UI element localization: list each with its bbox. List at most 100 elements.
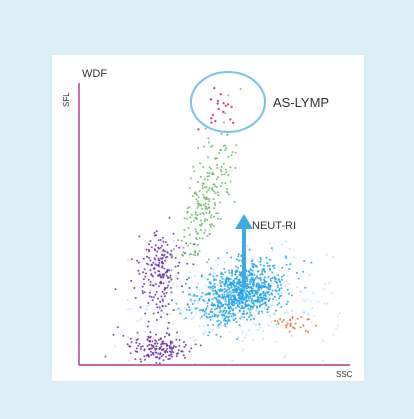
scatter-point (275, 341, 278, 344)
scatter-point (200, 219, 203, 222)
scatter-point (161, 244, 163, 247)
scatter-point (264, 302, 267, 305)
scatter-point (200, 204, 203, 207)
scatter-point (259, 296, 262, 299)
scatter-point (136, 320, 139, 323)
scatter-point (290, 294, 293, 297)
scatter-point (206, 218, 209, 221)
scatter-point (183, 345, 186, 348)
scatter-point (284, 320, 287, 323)
scatter-point (192, 165, 195, 168)
scatter-point (275, 277, 277, 280)
scatter-point (219, 148, 222, 151)
scatter-point (242, 294, 244, 297)
scatter-point (211, 171, 214, 174)
scatter-point (155, 319, 158, 321)
scatter-point (188, 350, 191, 353)
scatter-point (180, 245, 182, 248)
scatter-point (280, 287, 283, 290)
scatter-point (210, 267, 212, 270)
scatter-point (253, 294, 256, 297)
scatter-point (285, 303, 288, 306)
scatter-point (273, 267, 276, 270)
scatter-point (268, 288, 271, 291)
scatter-point (252, 321, 255, 324)
scatter-point (152, 261, 155, 264)
scatter-point (207, 334, 210, 337)
scatter-point (239, 287, 242, 290)
scatter-point (194, 254, 197, 257)
scatter-point (256, 306, 258, 309)
scatter-point (128, 359, 131, 362)
scatter-point (232, 280, 235, 283)
scatter-point (233, 200, 236, 203)
scatter-point (216, 186, 218, 188)
scatter-point (225, 315, 228, 318)
scatter-point (170, 278, 173, 281)
scatter-point (286, 288, 289, 291)
scatter-point (233, 294, 235, 297)
scatter-point (314, 324, 317, 327)
scatter-point (206, 305, 209, 308)
scatter-point (205, 312, 208, 315)
scatter-point (185, 308, 188, 311)
scatter-point (304, 286, 307, 289)
scatter-point (224, 298, 227, 301)
scatter-point (197, 181, 200, 184)
scatter-point (221, 305, 224, 308)
scatter-point (129, 337, 132, 340)
scatter-point (172, 283, 175, 286)
scatter-point (279, 283, 282, 286)
scatter-point (227, 312, 230, 315)
scatter-series-lymphocyte (114, 216, 196, 329)
scatter-point (255, 282, 258, 285)
scatter-point (169, 340, 172, 343)
scatter-point (288, 292, 291, 295)
scatter-point (141, 345, 144, 348)
scatter-point (254, 277, 257, 280)
scatter-point (188, 309, 191, 311)
scatter-point (226, 290, 229, 293)
scatter-point (153, 231, 156, 234)
scatter-point (158, 270, 161, 273)
scatter-point (195, 338, 198, 341)
scatter-point (152, 312, 155, 315)
scatter-point (338, 312, 341, 315)
scatter-point (215, 292, 218, 295)
scatter-point (163, 250, 166, 253)
scatter-point (183, 235, 186, 238)
scatter-point (168, 269, 171, 272)
scatter-point (269, 315, 272, 318)
scatter-point (267, 306, 270, 309)
scatter-point (157, 257, 160, 260)
scatter-point (238, 259, 240, 262)
scatter-point (220, 285, 223, 288)
scatter-point (323, 302, 326, 305)
scatter-point (217, 293, 220, 296)
scatter-point (234, 297, 237, 300)
scatter-point (213, 278, 216, 281)
scatter-point (226, 251, 228, 254)
scatter-point (253, 273, 256, 276)
scatter-point (155, 283, 157, 286)
scatter-point (141, 292, 144, 295)
scatter-point (268, 265, 271, 267)
scatter-point (175, 302, 178, 305)
scatter-point (196, 243, 199, 246)
scatter-point (141, 285, 144, 288)
scatter-point (288, 268, 291, 270)
scatter-point (260, 287, 263, 290)
scatter-point (241, 331, 244, 333)
scatter-point (228, 294, 231, 297)
scatter-point (237, 286, 240, 288)
scatter-point (196, 295, 199, 297)
scatter-point (196, 288, 199, 291)
scatter-point (192, 253, 195, 256)
scatter-point (212, 329, 215, 331)
scatter-point (222, 297, 225, 300)
scatter-point (150, 264, 153, 267)
scatter-point (228, 316, 231, 319)
scatter-point (223, 267, 226, 270)
scatter-point (162, 249, 165, 251)
scatter-point (143, 358, 146, 361)
